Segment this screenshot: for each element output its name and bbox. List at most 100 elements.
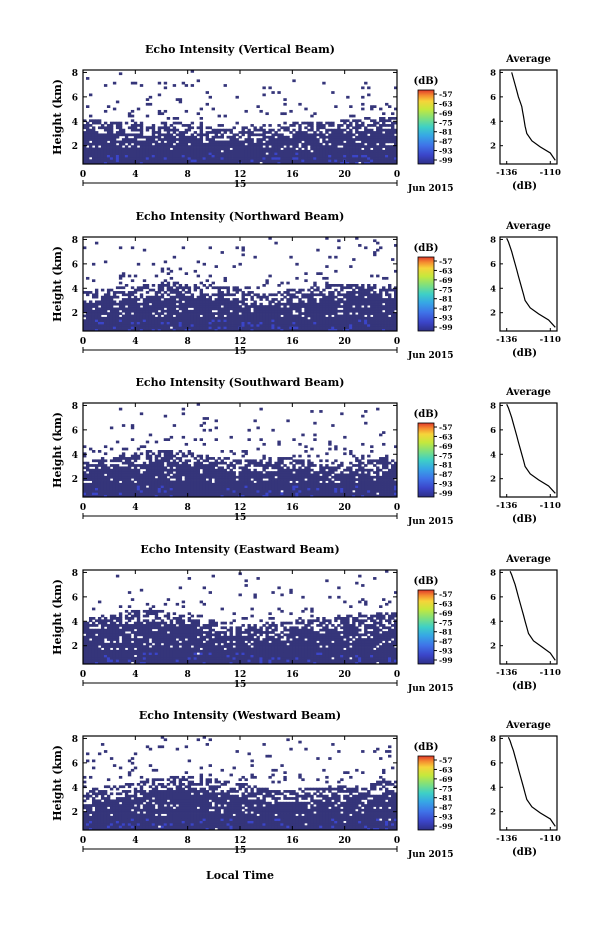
echo-cell — [211, 323, 215, 327]
echo-cell — [196, 314, 201, 318]
echo-cell — [217, 149, 221, 153]
echo-cell — [187, 464, 192, 467]
echo-cell — [289, 152, 293, 155]
echo-cell — [382, 156, 386, 160]
echo-cell — [346, 473, 350, 477]
echo-cell — [313, 485, 317, 488]
echo-cell — [331, 302, 335, 306]
echo-cell — [127, 159, 132, 163]
echo-cell — [83, 145, 87, 148]
echo-cell — [97, 328, 102, 332]
echo-cell — [175, 319, 180, 322]
echo-cell — [289, 131, 293, 134]
echo-cell — [325, 473, 329, 477]
echo-cell — [130, 302, 135, 306]
echo-cell — [298, 133, 302, 137]
echo-cell — [202, 293, 207, 297]
echo-cell — [253, 468, 257, 472]
echo-cell — [259, 145, 263, 148]
echo-cell — [232, 309, 236, 313]
echo-cell — [205, 298, 209, 301]
echo-cell — [319, 326, 323, 330]
echo-cell — [355, 119, 359, 123]
echo-cell — [232, 154, 236, 158]
echo-cell — [382, 138, 386, 141]
echo-cell — [271, 307, 275, 311]
echo-cell — [187, 138, 192, 141]
echo-cell — [238, 461, 242, 465]
echo-cell — [97, 326, 102, 330]
echo-cell — [169, 156, 174, 160]
echo-cell — [193, 140, 198, 144]
echo-cell — [253, 459, 257, 463]
echo-cell — [232, 316, 236, 320]
echo-cell — [292, 149, 296, 153]
echo-cell — [193, 154, 198, 158]
echo-cell — [88, 307, 93, 311]
echo-cell — [103, 478, 108, 481]
echo-cell — [232, 482, 236, 486]
echo-cell — [271, 312, 275, 315]
echo-cell — [259, 489, 263, 493]
echo-cell — [196, 133, 201, 137]
echo-cell — [151, 305, 156, 308]
echo-cell — [115, 468, 120, 472]
echo-cell — [256, 480, 260, 484]
echo-cell — [196, 461, 201, 465]
echo-cell — [391, 300, 395, 304]
echo-cell — [373, 293, 377, 297]
colorbar-tick-label: -69 — [439, 109, 453, 118]
echo-cell — [100, 142, 105, 146]
echo-cell — [361, 121, 365, 125]
echo-cell — [244, 485, 248, 488]
echo-cell — [220, 295, 224, 299]
echo-cell — [169, 309, 174, 313]
echo-cell — [217, 312, 221, 315]
echo-cell — [274, 482, 278, 486]
echo-cell — [283, 138, 287, 141]
echo-cell — [235, 494, 239, 498]
echo-cell — [205, 312, 209, 315]
echo-cell — [202, 309, 207, 313]
echo-cell — [235, 489, 239, 493]
echo-cell — [316, 272, 320, 275]
echo-cell — [91, 131, 96, 134]
echo-cell — [83, 156, 87, 160]
echo-cell — [115, 131, 120, 134]
echo-cell — [268, 482, 272, 486]
echo-cell — [157, 319, 162, 322]
echo-cell — [307, 149, 311, 153]
echo-cell — [298, 300, 302, 304]
echo-cell — [169, 319, 174, 322]
echo-cell — [280, 323, 284, 327]
echo-cell — [202, 485, 207, 488]
echo-cell — [271, 159, 275, 163]
echo-cell — [214, 298, 218, 301]
echo-cell — [223, 293, 227, 297]
echo-cell — [244, 156, 248, 160]
echo-cell — [85, 473, 90, 477]
echo-cell — [145, 473, 150, 477]
echo-cell — [328, 468, 332, 472]
echo-cell — [349, 114, 353, 118]
echo-cell — [229, 128, 233, 132]
echo-cell — [232, 328, 236, 332]
echo-cell — [235, 145, 239, 148]
echo-cell — [139, 323, 144, 327]
echo-cell — [247, 319, 251, 322]
echo-cell — [334, 482, 338, 486]
echo-cell — [118, 466, 123, 470]
echo-cell — [160, 156, 165, 160]
echo-cell — [154, 464, 159, 467]
echo-cell — [343, 482, 347, 486]
echo-cell — [223, 279, 227, 283]
echo-cell — [355, 468, 359, 472]
echo-cell — [325, 265, 329, 268]
echo-cell — [310, 475, 314, 479]
echo-cell — [94, 480, 99, 484]
echo-cell — [208, 428, 212, 432]
echo-cell — [130, 482, 135, 486]
echo-cell — [256, 312, 260, 315]
echo-cell — [136, 489, 141, 493]
echo-cell — [388, 286, 392, 290]
